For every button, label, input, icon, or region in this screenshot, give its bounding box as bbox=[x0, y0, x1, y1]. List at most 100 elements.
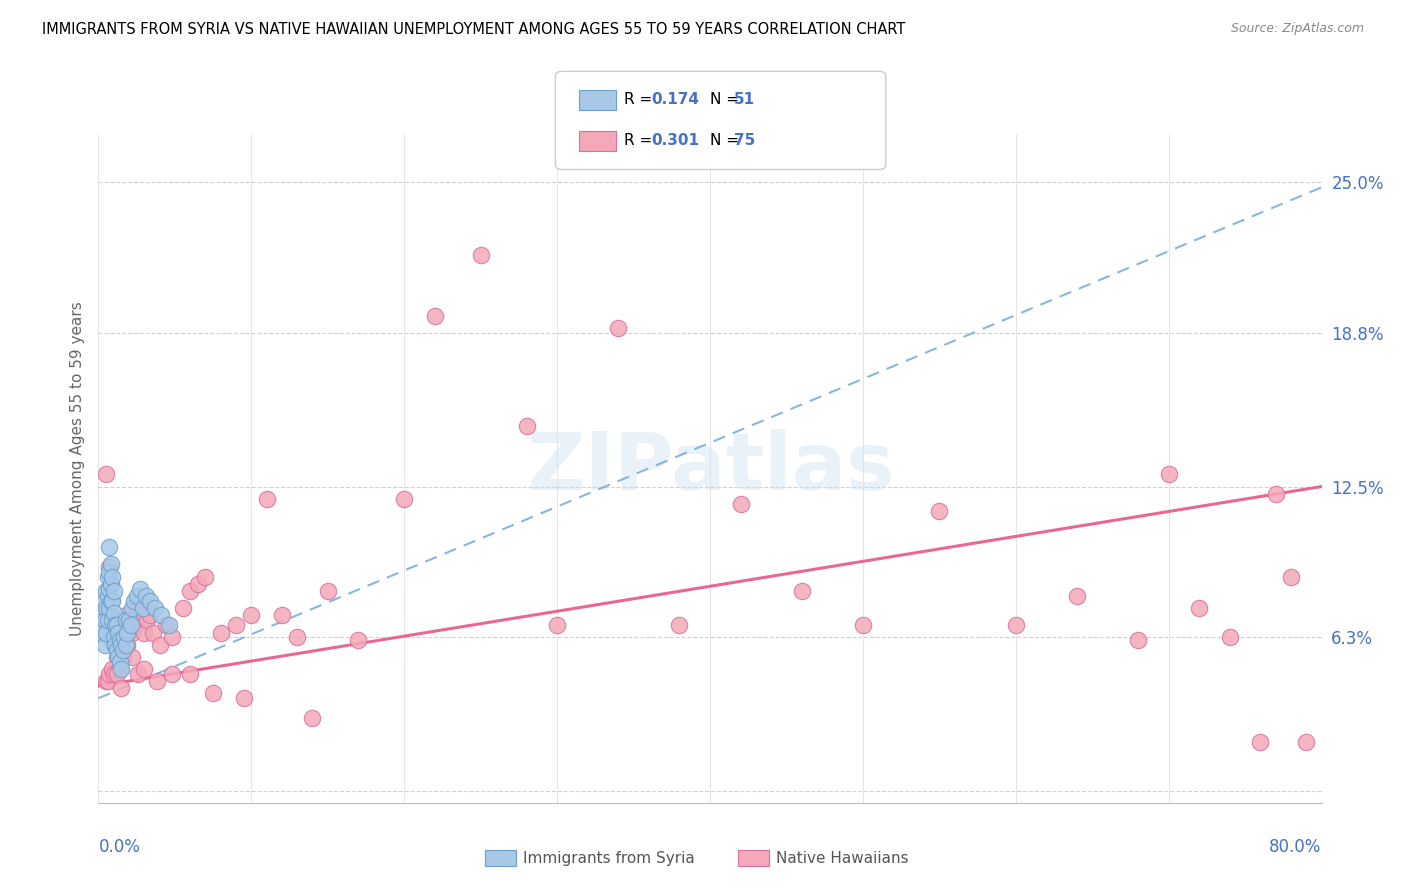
Point bbox=[98, 541, 121, 555]
Point bbox=[120, 618, 142, 632]
Point bbox=[100, 625, 122, 640]
Point bbox=[347, 632, 370, 647]
Point bbox=[90, 625, 112, 640]
Point bbox=[121, 649, 143, 664]
Point bbox=[135, 589, 157, 603]
Point bbox=[101, 613, 124, 627]
Point bbox=[97, 569, 120, 583]
Text: N =: N = bbox=[710, 134, 744, 148]
Point bbox=[423, 310, 446, 324]
Point bbox=[94, 467, 117, 482]
Point bbox=[105, 642, 128, 657]
Point bbox=[94, 625, 117, 640]
Y-axis label: Unemployment Among Ages 55 to 59 years: Unemployment Among Ages 55 to 59 years bbox=[69, 301, 84, 636]
Point bbox=[240, 608, 263, 623]
Point bbox=[105, 649, 128, 664]
Point bbox=[225, 618, 247, 632]
Point bbox=[1279, 569, 1302, 583]
Point bbox=[209, 625, 232, 640]
Point bbox=[97, 674, 120, 689]
Point bbox=[107, 625, 129, 640]
Point bbox=[142, 625, 165, 640]
Point bbox=[112, 631, 135, 645]
Point bbox=[470, 248, 492, 262]
Point bbox=[128, 582, 150, 596]
Point bbox=[115, 638, 138, 652]
Text: 80.0%: 80.0% bbox=[1270, 838, 1322, 856]
Point bbox=[139, 608, 162, 623]
Text: IMMIGRANTS FROM SYRIA VS NATIVE HAWAIIAN UNEMPLOYMENT AMONG AGES 55 TO 59 YEARS : IMMIGRANTS FROM SYRIA VS NATIVE HAWAIIAN… bbox=[42, 22, 905, 37]
Point bbox=[115, 613, 138, 627]
Point bbox=[852, 618, 875, 632]
Point bbox=[104, 638, 127, 652]
Point bbox=[1188, 601, 1211, 615]
Point bbox=[111, 649, 134, 664]
Point bbox=[98, 582, 121, 596]
Point bbox=[790, 584, 813, 599]
Point bbox=[145, 674, 167, 689]
Point bbox=[105, 666, 128, 681]
Point bbox=[110, 662, 132, 676]
Point bbox=[97, 589, 120, 603]
Point bbox=[172, 601, 194, 615]
Point bbox=[149, 638, 172, 652]
Point bbox=[103, 666, 125, 681]
Point bbox=[121, 601, 143, 615]
Point bbox=[1157, 467, 1180, 482]
Point bbox=[125, 589, 148, 603]
Point bbox=[115, 608, 138, 623]
Point bbox=[1128, 632, 1150, 647]
Point bbox=[94, 674, 117, 689]
Text: ZIPatlas: ZIPatlas bbox=[526, 429, 894, 508]
Text: Native Hawaiians: Native Hawaiians bbox=[776, 851, 908, 865]
Text: 0.301: 0.301 bbox=[651, 134, 699, 148]
Point bbox=[107, 649, 129, 664]
Point bbox=[97, 613, 120, 627]
Point bbox=[136, 613, 159, 627]
Point bbox=[108, 655, 131, 669]
Point bbox=[1264, 487, 1286, 501]
Point bbox=[256, 491, 278, 506]
Point bbox=[155, 618, 177, 632]
Point bbox=[132, 601, 155, 615]
Point bbox=[187, 577, 209, 591]
Point bbox=[129, 608, 152, 623]
Point bbox=[100, 558, 122, 572]
Point bbox=[98, 601, 121, 615]
Text: R =: R = bbox=[624, 134, 658, 148]
Text: Source: ZipAtlas.com: Source: ZipAtlas.com bbox=[1230, 22, 1364, 36]
Point bbox=[101, 632, 124, 647]
Point bbox=[121, 625, 143, 640]
Point bbox=[98, 666, 121, 681]
Point bbox=[118, 613, 141, 627]
Point bbox=[110, 649, 132, 664]
Point bbox=[232, 691, 254, 706]
Point bbox=[110, 681, 132, 696]
Point bbox=[1066, 589, 1088, 603]
Point bbox=[104, 618, 127, 632]
Point bbox=[111, 642, 134, 657]
Point bbox=[100, 577, 122, 591]
Point bbox=[93, 638, 115, 652]
Point bbox=[94, 584, 117, 599]
Point bbox=[127, 666, 149, 681]
Point bbox=[134, 662, 156, 676]
Point bbox=[546, 618, 568, 632]
Point bbox=[100, 594, 122, 608]
Point bbox=[98, 559, 121, 574]
Point bbox=[103, 638, 125, 652]
Point bbox=[127, 601, 149, 615]
Point bbox=[607, 321, 630, 335]
Point bbox=[103, 584, 125, 599]
Point bbox=[124, 618, 146, 632]
Point bbox=[103, 631, 125, 645]
Point bbox=[160, 666, 183, 681]
Point bbox=[668, 618, 690, 632]
Text: Immigrants from Syria: Immigrants from Syria bbox=[523, 851, 695, 865]
Text: 51: 51 bbox=[734, 93, 755, 107]
Text: 0.174: 0.174 bbox=[651, 93, 699, 107]
Point bbox=[179, 666, 201, 681]
Point bbox=[94, 601, 117, 615]
Point bbox=[122, 594, 145, 608]
Point bbox=[1249, 735, 1271, 749]
